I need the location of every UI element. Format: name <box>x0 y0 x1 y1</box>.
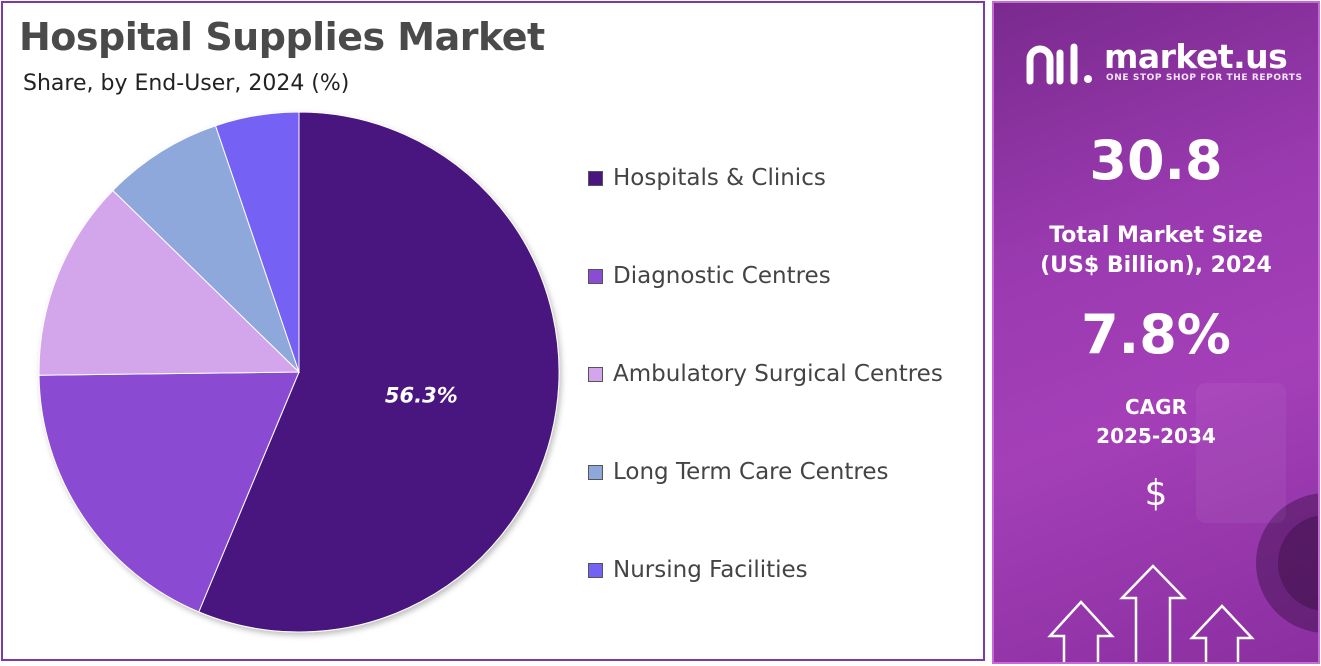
legend-label: Hospitals & Clinics <box>613 165 826 191</box>
chart-legend: Hospitals & Clinics Diagnostic Centres Amb… <box>588 159 943 649</box>
pie-chart: 56.3% <box>38 111 560 633</box>
legend-label: Long Term Care Centres <box>613 459 889 485</box>
growth-arrows-icon <box>1047 564 1255 662</box>
market-size-value: 30.8 <box>1089 129 1223 192</box>
legend-item: Hospitals & Clinics <box>588 159 943 257</box>
pie-slice-long-term-care-centres <box>112 125 300 373</box>
market-size-label-line1: Total Market Size <box>1049 223 1263 248</box>
info-panel: market.us ONE STOP SHOP FOR THE REPORTS … <box>992 1 1320 664</box>
legend-label: Nursing Facilities <box>613 557 808 583</box>
pie-slice-hospitals-clinics <box>198 111 560 633</box>
legend-swatch <box>588 465 603 480</box>
brand-logo: market.us ONE STOP SHOP FOR THE REPORTS <box>1024 37 1302 89</box>
legend-label: Diagnostic Centres <box>613 263 831 289</box>
market-size-label: Total Market Size (US$ Billion), 2024 <box>994 221 1318 281</box>
cagr-label: CAGR 2025-2034 <box>994 393 1318 451</box>
chart-title: Hospital Supplies Market <box>19 15 545 59</box>
legend-swatch <box>588 269 603 284</box>
dollar-icon: $ <box>1144 473 1168 514</box>
background-decoration <box>1196 383 1318 633</box>
market-us-logo-icon <box>1026 43 1092 85</box>
legend-swatch <box>588 367 603 382</box>
brand-tagline: ONE STOP SHOP FOR THE REPORTS <box>1106 73 1303 83</box>
legend-label: Ambulatory Surgical Centres <box>613 361 943 387</box>
pie-slice-ambulatory-surgical-centres <box>38 189 301 376</box>
legend-item: Ambulatory Surgical Centres <box>588 355 943 453</box>
legend-item: Diagnostic Centres <box>588 257 943 355</box>
legend-item: Nursing Facilities <box>588 551 943 649</box>
brand-name: market.us <box>1104 37 1288 76</box>
legend-swatch <box>588 171 603 186</box>
chart-subtitle: Share, by End-User, 2024 (%) <box>23 71 350 96</box>
cagr-value: 7.8% <box>1081 303 1231 366</box>
pie-slice-diagnostic-centres <box>38 371 300 613</box>
chart-panel: Hospital Supplies Market Share, by End-U… <box>1 1 985 661</box>
pie-slice-nursing-facilities <box>214 111 300 373</box>
data-label-0: 56.3% <box>385 384 458 408</box>
market-size-label-line2: (US$ Billion), 2024 <box>1040 253 1272 278</box>
cagr-label-line2: 2025-2034 <box>1096 424 1216 448</box>
legend-swatch <box>588 563 603 578</box>
legend-item: Long Term Care Centres <box>588 453 943 551</box>
cagr-label-line1: CAGR <box>1125 395 1187 419</box>
